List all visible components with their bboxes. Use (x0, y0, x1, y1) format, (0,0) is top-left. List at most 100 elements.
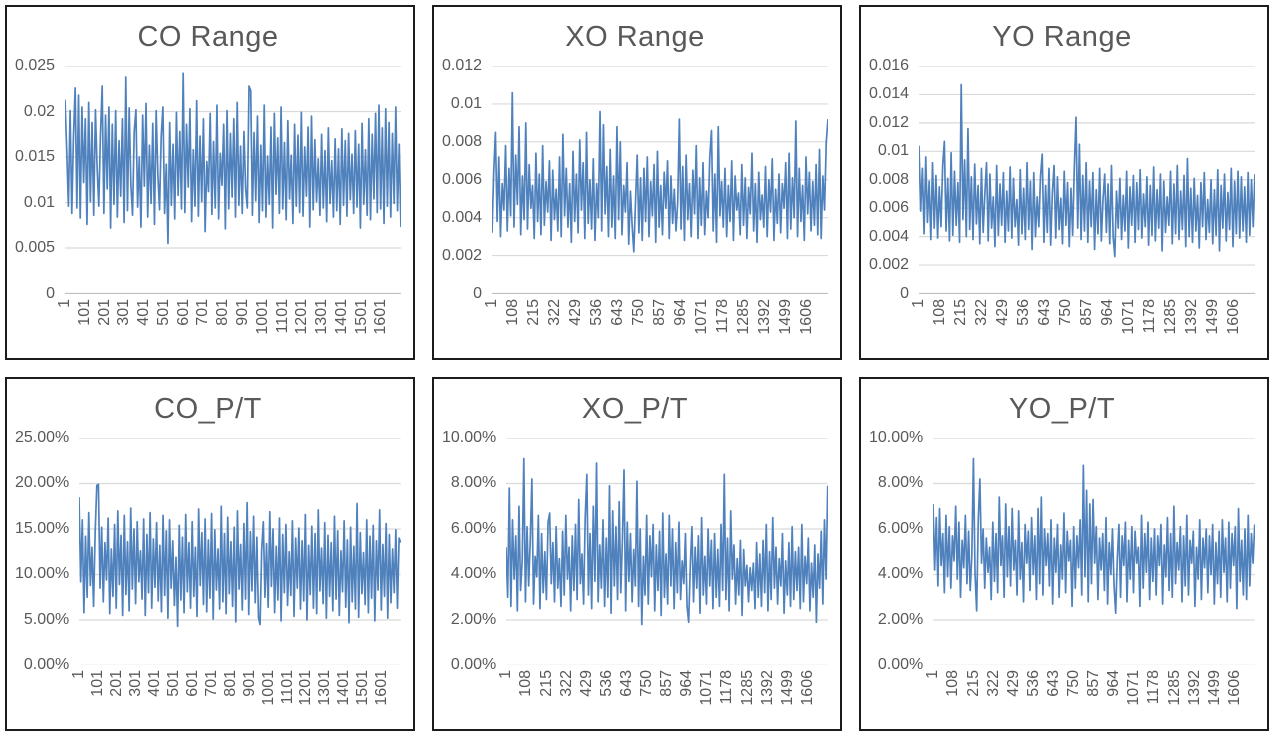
x-tick-label: 201 (108, 670, 126, 697)
chart-canvas (492, 66, 828, 294)
x-tick-label: 750 (1065, 670, 1083, 697)
x-tick-label: 536 (588, 298, 606, 326)
chart-body: 25.00%25.00%20.00%15.00%10.00%5.00%0.00%… (15, 429, 401, 724)
y-tick-label: 25.00% (15, 428, 70, 446)
x-tick-label: 101 (89, 670, 107, 697)
x-tick-label: 643 (617, 670, 635, 697)
x-tick-label: 1392 (1182, 298, 1200, 335)
x-tick-label: 215 (525, 298, 543, 326)
x-tick-label: 750 (638, 670, 656, 697)
x-tick-label: 964 (1105, 670, 1123, 697)
y-tick-label: 0.015 (15, 148, 56, 165)
x-tick-label: 1 (70, 670, 88, 679)
x-tick-label: 901 (240, 670, 258, 697)
y-tick-label: 2.00% (450, 610, 497, 628)
x-tick-label: 215 (964, 670, 982, 697)
chart-body: 10.00%10.00%8.00%6.00%4.00%2.00%0.00% 11… (442, 429, 828, 724)
x-tick-label: 501 (154, 298, 172, 326)
y-tick-label: 0 (900, 284, 910, 302)
plot-area-wrap: 1 108 215 322 429 536 643 750 857 964 1071 1178 1285… (483, 66, 828, 352)
x-tick-label: 964 (1099, 298, 1116, 326)
x-tick-label: 1178 (1145, 670, 1163, 705)
chart-body: 10.00%10.00%8.00%6.00%4.00%2.00%0.00% 11… (869, 429, 1255, 724)
x-tick-label: 215 (952, 298, 970, 326)
x-tick-label: 857 (1085, 670, 1103, 697)
y-tick-label: 10.00% (15, 565, 70, 582)
x-tick-label: 1301 (316, 670, 334, 706)
x-axis: 1 101 201 301 401 501 601 701 801 901 1001 1101 1201… (56, 294, 401, 352)
y-tick-label: 0.002 (869, 256, 910, 274)
chart-title: CO_P/T (154, 392, 262, 425)
x-tick-label: 1392 (758, 670, 776, 706)
y-axis: 10.00%10.00%8.00%6.00%4.00%2.00%0.00% (869, 429, 924, 673)
chart-panel-xo-pt: XO_P/T 10.00%10.00%8.00%6.00%4.00%2.00%0… (432, 376, 842, 731)
series-line (506, 458, 828, 624)
x-tick-label: 536 (1024, 670, 1042, 697)
x-tick-label: 1101 (273, 298, 291, 333)
chart-title: XO Range (565, 21, 705, 53)
x-tick-label: 108 (944, 670, 962, 697)
y-tick-label: 10.00% (869, 428, 924, 446)
x-tick-label: 1001 (253, 298, 271, 335)
x-tick-label: 429 (577, 670, 595, 697)
x-tick-label: 301 (115, 298, 133, 326)
chart-canvas (79, 438, 401, 666)
x-tick-label: 1178 (1140, 298, 1158, 333)
series-line (492, 93, 828, 252)
x-tick-label: 429 (994, 298, 1012, 326)
x-tick-label: 801 (214, 298, 232, 326)
y-tick-label: 10.00% (442, 428, 497, 446)
y-tick-label: 0.004 (869, 227, 910, 245)
x-tick-label: 750 (630, 298, 648, 326)
y-tick-label: 0.012 (869, 113, 910, 131)
x-tick-label: 1499 (1203, 298, 1221, 335)
y-tick-label: 5.00% (23, 610, 70, 628)
x-tick-label: 643 (1044, 670, 1062, 697)
x-tick-label: 1499 (778, 670, 796, 706)
y-tick-label: 6.00% (877, 519, 924, 537)
y-tick-label: 0.012 (442, 57, 483, 74)
y-tick-label: 0.006 (442, 170, 483, 188)
x-tick-label: 401 (135, 298, 153, 326)
x-tick-label: 1201 (297, 670, 315, 706)
x-tick-label: 1401 (332, 298, 350, 335)
x-tick-label: 1001 (259, 670, 277, 706)
y-tick-label: 0.005 (15, 239, 56, 256)
y-tick-label: 0.01 (23, 193, 56, 211)
plot-area-wrap: 1 101 201 301 401 501 601 701 801 901 1001 1101 1201… (56, 66, 401, 352)
x-tick-label: 429 (567, 298, 585, 326)
y-tick-label: 0.01 (450, 94, 483, 112)
plot-area (79, 438, 401, 666)
x-tick-label: 750 (1057, 298, 1075, 326)
y-tick-label: 15.00% (15, 519, 70, 537)
chart-panel-co-pt: CO_P/T 25.00%25.00%20.00%15.00%10.00%5.0… (5, 376, 415, 731)
y-tick-label: 0.025 (15, 57, 56, 74)
y-tick-label: 4.00% (877, 565, 924, 582)
x-tick-label: 1178 (718, 670, 736, 705)
x-tick-label: 201 (95, 298, 113, 326)
x-tick-label: 701 (194, 298, 212, 326)
x-tick-label: 1401 (335, 670, 353, 706)
x-tick-label: 322 (557, 670, 575, 697)
plot-area-wrap: 1 108 215 322 429 536 643 750 857 964 1071 1178 1285… (924, 438, 1255, 724)
x-tick-label: 1071 (1125, 670, 1143, 706)
plot-area-wrap: 1 101 201 301 401 501 601 701 801 901 1001 1101 1201… (70, 438, 401, 724)
x-tick-label: 1499 (1205, 670, 1223, 706)
x-tick-label: 101 (75, 298, 93, 326)
y-tick-label: 0.008 (442, 132, 483, 150)
plot-area (492, 66, 828, 294)
x-tick-label: 536 (1015, 298, 1033, 326)
chart-canvas (506, 438, 828, 666)
x-tick-label: 1601 (372, 298, 390, 335)
x-tick-label: 643 (609, 298, 627, 326)
x-tick-label: 1606 (797, 298, 815, 335)
y-tick-label: 20.00% (15, 474, 70, 491)
y-tick-label: 0.004 (442, 208, 483, 226)
x-tick-label: 964 (672, 298, 689, 326)
x-axis: 1 108 215 322 429 536 643 750 857 964 1071 1178 1285… (924, 665, 1255, 723)
y-tick-label: 4.00% (450, 565, 497, 582)
y-tick-label: 6.00% (450, 519, 497, 537)
